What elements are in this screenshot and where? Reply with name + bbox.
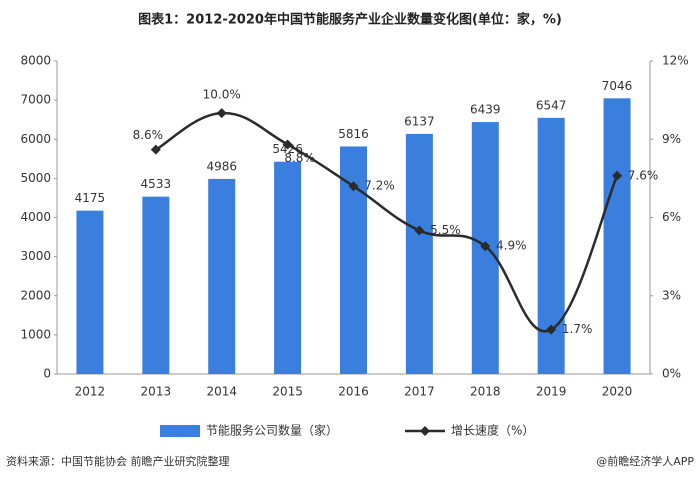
x-tick-label: 2015 (272, 385, 303, 399)
y2-tick-label: 3% (662, 288, 681, 302)
line-value-label: 10.0% (203, 88, 241, 102)
y-tick-label: 6000 (20, 132, 51, 146)
line-marker (546, 324, 557, 335)
y2-tick-label: 6% (662, 210, 681, 224)
line-value-label: 7.2% (364, 179, 395, 193)
bar (76, 210, 104, 374)
y-tick-label: 8000 (20, 54, 51, 68)
y-tick-label: 7000 (20, 93, 51, 107)
bar (405, 133, 433, 374)
bar-value-label: 4986 (206, 159, 237, 173)
bar-value-label: 7046 (602, 79, 633, 93)
y-tick-label: 4000 (20, 210, 51, 224)
y2-tick-label: 9% (662, 132, 681, 146)
line-marker (612, 170, 623, 181)
x-tick-label: 2017 (404, 385, 435, 399)
bar (142, 196, 170, 374)
line-marker (348, 181, 359, 192)
y-tick-label: 3000 (20, 249, 51, 263)
bar (208, 178, 236, 374)
legend-marker (420, 426, 430, 436)
x-tick-label: 2018 (470, 385, 501, 399)
line-marker (282, 139, 293, 150)
line-marker (414, 225, 425, 236)
legend-swatch (160, 425, 200, 437)
line-value-label: 8.6% (133, 128, 164, 142)
credit: @前瞻经济学人APP (596, 454, 694, 468)
bar (537, 117, 565, 374)
bar (603, 98, 631, 374)
bar (274, 161, 302, 374)
line-marker (480, 241, 491, 252)
y-tick-label: 5000 (20, 171, 51, 185)
x-tick-label: 2014 (206, 385, 237, 399)
line-value-label: 8.8% (284, 151, 315, 165)
line-value-label: 1.7% (562, 322, 593, 336)
y2-tick-label: 0% (662, 367, 681, 381)
chart-title: 图表1：2012-2020年中国节能服务产业企业数量变化图(单位：家，%) (138, 12, 562, 28)
legend-label: 节能服务公司数量（家） (206, 423, 338, 438)
x-tick-label: 2012 (75, 385, 106, 399)
line-marker (216, 108, 227, 119)
source: 资料来源：中国节能协会 前瞻产业研究院整理 (6, 454, 230, 468)
line-value-label: 7.6% (628, 168, 659, 182)
line-marker (150, 144, 161, 155)
x-tick-label: 2020 (602, 385, 633, 399)
y-tick-label: 2000 (20, 288, 51, 302)
x-tick-label: 2019 (536, 385, 567, 399)
bar-value-label: 4533 (141, 177, 172, 191)
bar-value-label: 6439 (470, 103, 501, 117)
bar-value-label: 6547 (536, 98, 567, 112)
y-tick-label: 0 (43, 367, 51, 381)
x-tick-label: 2016 (338, 385, 369, 399)
bar-value-label: 5816 (338, 127, 369, 141)
bar-value-label: 4175 (75, 191, 106, 205)
y2-tick-label: 12% (662, 54, 689, 68)
y-tick-label: 1000 (20, 327, 51, 341)
legend-label: 增长速度（%） (451, 423, 534, 438)
line-value-label: 4.9% (496, 239, 527, 253)
x-tick-label: 2013 (141, 385, 172, 399)
line-value-label: 5.5% (430, 223, 461, 237)
bar-value-label: 6137 (404, 114, 435, 128)
